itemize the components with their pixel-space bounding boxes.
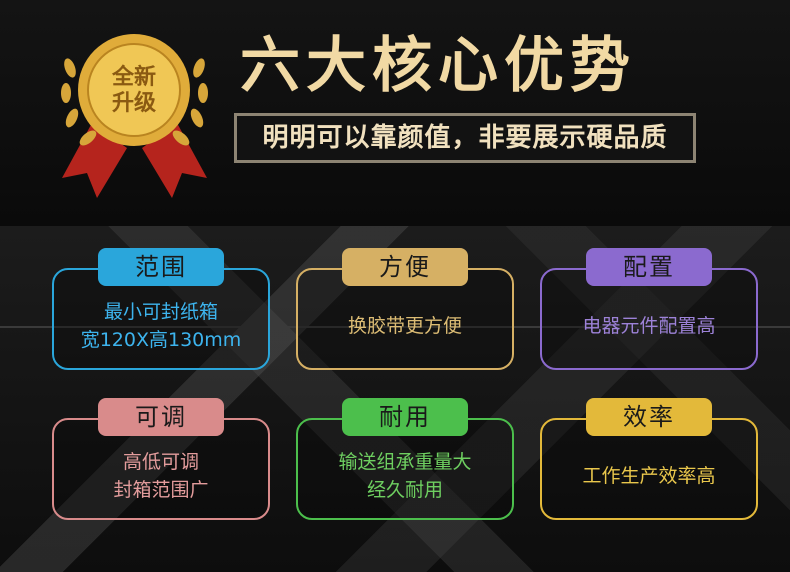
feature-label: 范围 [98,248,224,286]
feature-text: 换胶带更方便 [347,315,462,337]
feature-text: 电器元件配置高 [582,315,716,337]
feature-text: 工作生产效率高 [582,465,716,487]
feature-card: 工作生产效率高 [540,418,758,520]
badge-line2: 升级 [112,90,156,116]
feature-text: 封箱范围广 [113,479,209,501]
feature-text: 输送组承重量大 [338,451,472,473]
feature-text: 最小可封纸箱 [103,301,218,323]
feature-text: 高低可调 [122,451,199,473]
feature-text: 经久耐用 [366,479,443,501]
feature-label: 配置 [586,248,712,286]
gold-medal-icon: 全新 升级 [61,34,208,198]
feature-label: 方便 [342,248,468,286]
feature-label: 耐用 [342,398,468,436]
feature-label: 可调 [98,398,224,436]
feature-text: 宽120X高130mm [80,329,242,351]
badge-line1: 全新 [111,64,156,90]
page-title: 六大核心优势 [240,31,636,101]
subtitle-banner: 明明可以靠颜值，非要展示硬品质 [234,113,696,163]
feature-label: 效率 [586,398,712,436]
divider [0,326,790,328]
